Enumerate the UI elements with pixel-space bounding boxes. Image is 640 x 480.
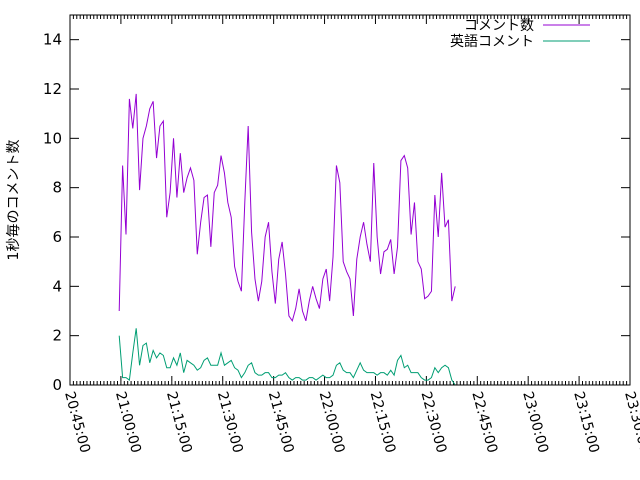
x-tick-label: 21:15:00	[163, 390, 195, 455]
y-axis-label: 1秒毎のコメント数	[6, 140, 22, 261]
x-tick-label: 23:30:00	[621, 390, 640, 455]
y-tick-label: 6	[52, 228, 62, 246]
x-tick-label: 22:30:00	[417, 390, 449, 455]
x-tick-label: 23:00:00	[519, 390, 551, 455]
x-tick-label: 22:00:00	[316, 390, 348, 455]
x-tick-label: 21:45:00	[265, 390, 297, 455]
labels-layer: 0 2 4 6 8 10 12 14 20:45:00 21:00:00 21:15:00 21:30…	[43, 31, 640, 455]
series-line-2	[118, 328, 456, 386]
y-tick-label: 0	[52, 376, 62, 394]
y-tick-label: 14	[43, 31, 62, 49]
ticks-layer	[69, 15, 631, 386]
x-tick-label: 22:45:00	[468, 390, 500, 455]
legend-label-1: コメント数	[464, 18, 534, 34]
x-tick-label: 21:30:00	[214, 390, 246, 455]
x-tick-label: 22:15:00	[367, 390, 399, 455]
x-tick-label: 21:00:00	[112, 390, 144, 455]
series-line-1	[118, 93, 456, 323]
series-layer	[118, 93, 456, 386]
plot-frame	[69, 14, 631, 386]
x-tick-label: 23:15:00	[570, 390, 602, 455]
x-tick-label: 20:45:00	[61, 390, 93, 455]
y-tick-label: 10	[43, 129, 62, 147]
legend-label-2: 英語コメント	[450, 33, 534, 50]
y-tick-label: 12	[43, 80, 62, 98]
y-tick-label: 8	[52, 179, 62, 197]
y-tick-label: 4	[52, 277, 62, 295]
y-tick-label: 2	[52, 327, 62, 345]
